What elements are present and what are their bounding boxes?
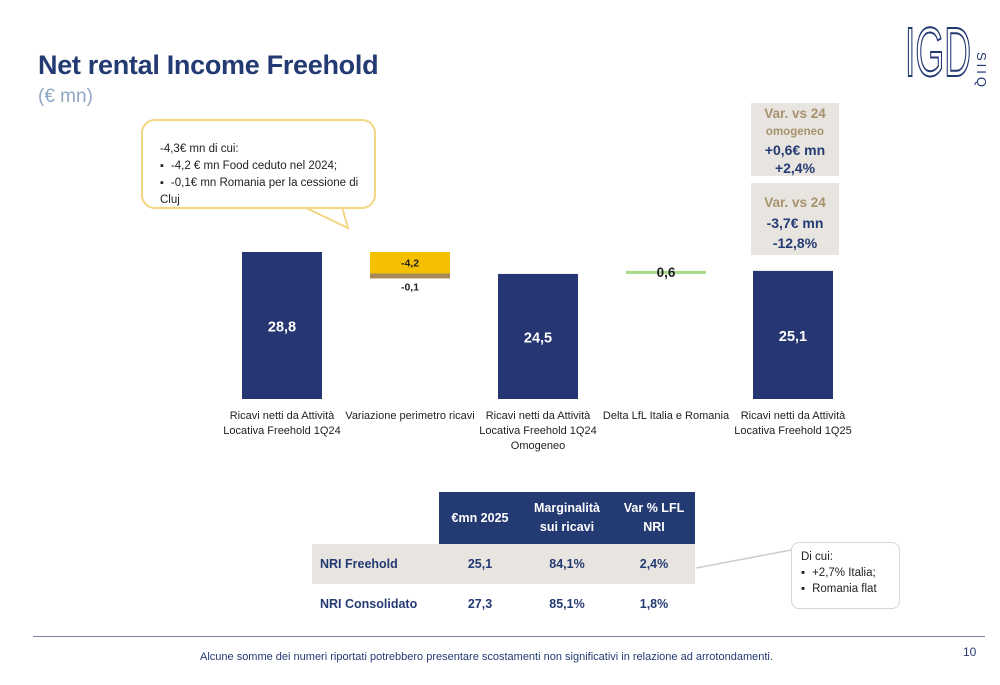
bar-total [753,270,833,399]
igd-logo: IGD SIIQ [905,18,989,88]
note-box: Di cui: +2,7% Italia; Romania flat [791,542,900,609]
page-subtitle: (€ mn) [38,86,93,107]
note-intro: Di cui: [801,551,833,563]
row-label: NRI Freehold [312,544,439,584]
note-connector [696,549,792,569]
bar-value-label: 0,6 [657,265,676,280]
callout-perimeter: -4,3€ mn di cui: -4,2 € mn Food ceduto n… [141,119,376,209]
category-label: Delta LfL Italia e Romania [603,410,730,422]
page-number: 10 [963,645,977,659]
note-item: +2,7% Italia; [801,565,899,581]
note-item: Romania flat [801,581,899,597]
bar-value-label: -0,1 [401,281,419,293]
table-cell: 2,4% [613,544,695,584]
bar-delta [370,252,450,274]
table-header: €mn 2025 [439,492,521,544]
logo-text: IGD [905,18,971,88]
var-box-value: -3,7€ mn [766,215,824,231]
category-label: Locativa Freehold 1Q25 [734,425,851,437]
category-label: Variazione perimetro ricavi [345,410,474,422]
category-label: Ricavi netti da Attività [741,410,846,422]
callout-intro: -4,3€ mn di cui: [160,143,239,155]
logo-subtext: SIIQ [974,52,989,88]
bar-total [498,273,578,399]
var-box-heading: Var. vs 24 [764,106,826,121]
category-label: Locativa Freehold 1Q24 [479,425,596,437]
var-box-value: +0,6€ mn [764,142,826,158]
footer-divider [33,636,985,637]
table-row: NRI Consolidato 27,3 85,1% 1,8% [312,584,695,624]
bar-value-label: 25,1 [779,329,807,345]
bar-value-label: 24,5 [524,330,552,346]
footnote: Alcune somme dei numeri riportati potreb… [200,651,773,663]
var-box-percent: +2,4% [774,160,816,176]
table-corner [312,492,439,544]
bar-delta [626,270,706,274]
category-label: Locativa Freehold 1Q24 [223,425,340,437]
table-cell: 25,1 [439,544,521,584]
table-cell: 84,1% [521,544,613,584]
table-cell: 27,3 [467,597,493,611]
var-box-heading: Var. vs 24 [764,195,826,210]
row-label: NRI Consolidato [320,597,418,611]
var-box-omogeneo: Var. vs 24 omogeneo +0,6€ mn +2,4% [751,103,839,176]
category-label: Ricavi netti da Attività [486,410,591,422]
var-box-sub: omogeneo [765,126,825,138]
table-cell: 1,8% [639,597,669,611]
callout-item: -0,1€ mn Romania per la cessione di Cluj [160,175,374,209]
var-box-total: Var. vs 24 -3,7€ mn -12,8% [751,183,839,255]
bar-delta [370,273,450,279]
table-header: Var % LFL NRI [613,492,695,544]
nri-table: €mn 2025 Marginalità sui ricavi Var % LF… [312,492,695,624]
bar-total [242,252,322,399]
var-box-percent: -12,8% [772,235,818,251]
category-label: Omogeneo [511,440,565,452]
bar-value-label: 28,8 [268,320,296,336]
page-title: Net rental Income Freehold [38,50,379,80]
callout-item: -4,2 € mn Food ceduto nel 2024; [160,158,374,175]
table-header: Marginalità sui ricavi [521,492,613,544]
category-label: Ricavi netti da Attività [230,410,335,422]
table-row: NRI Freehold 25,1 84,1% 2,4% [312,544,695,584]
table-cell: 85,1% [549,597,585,611]
bar-value-label: -4,2 [401,258,419,270]
